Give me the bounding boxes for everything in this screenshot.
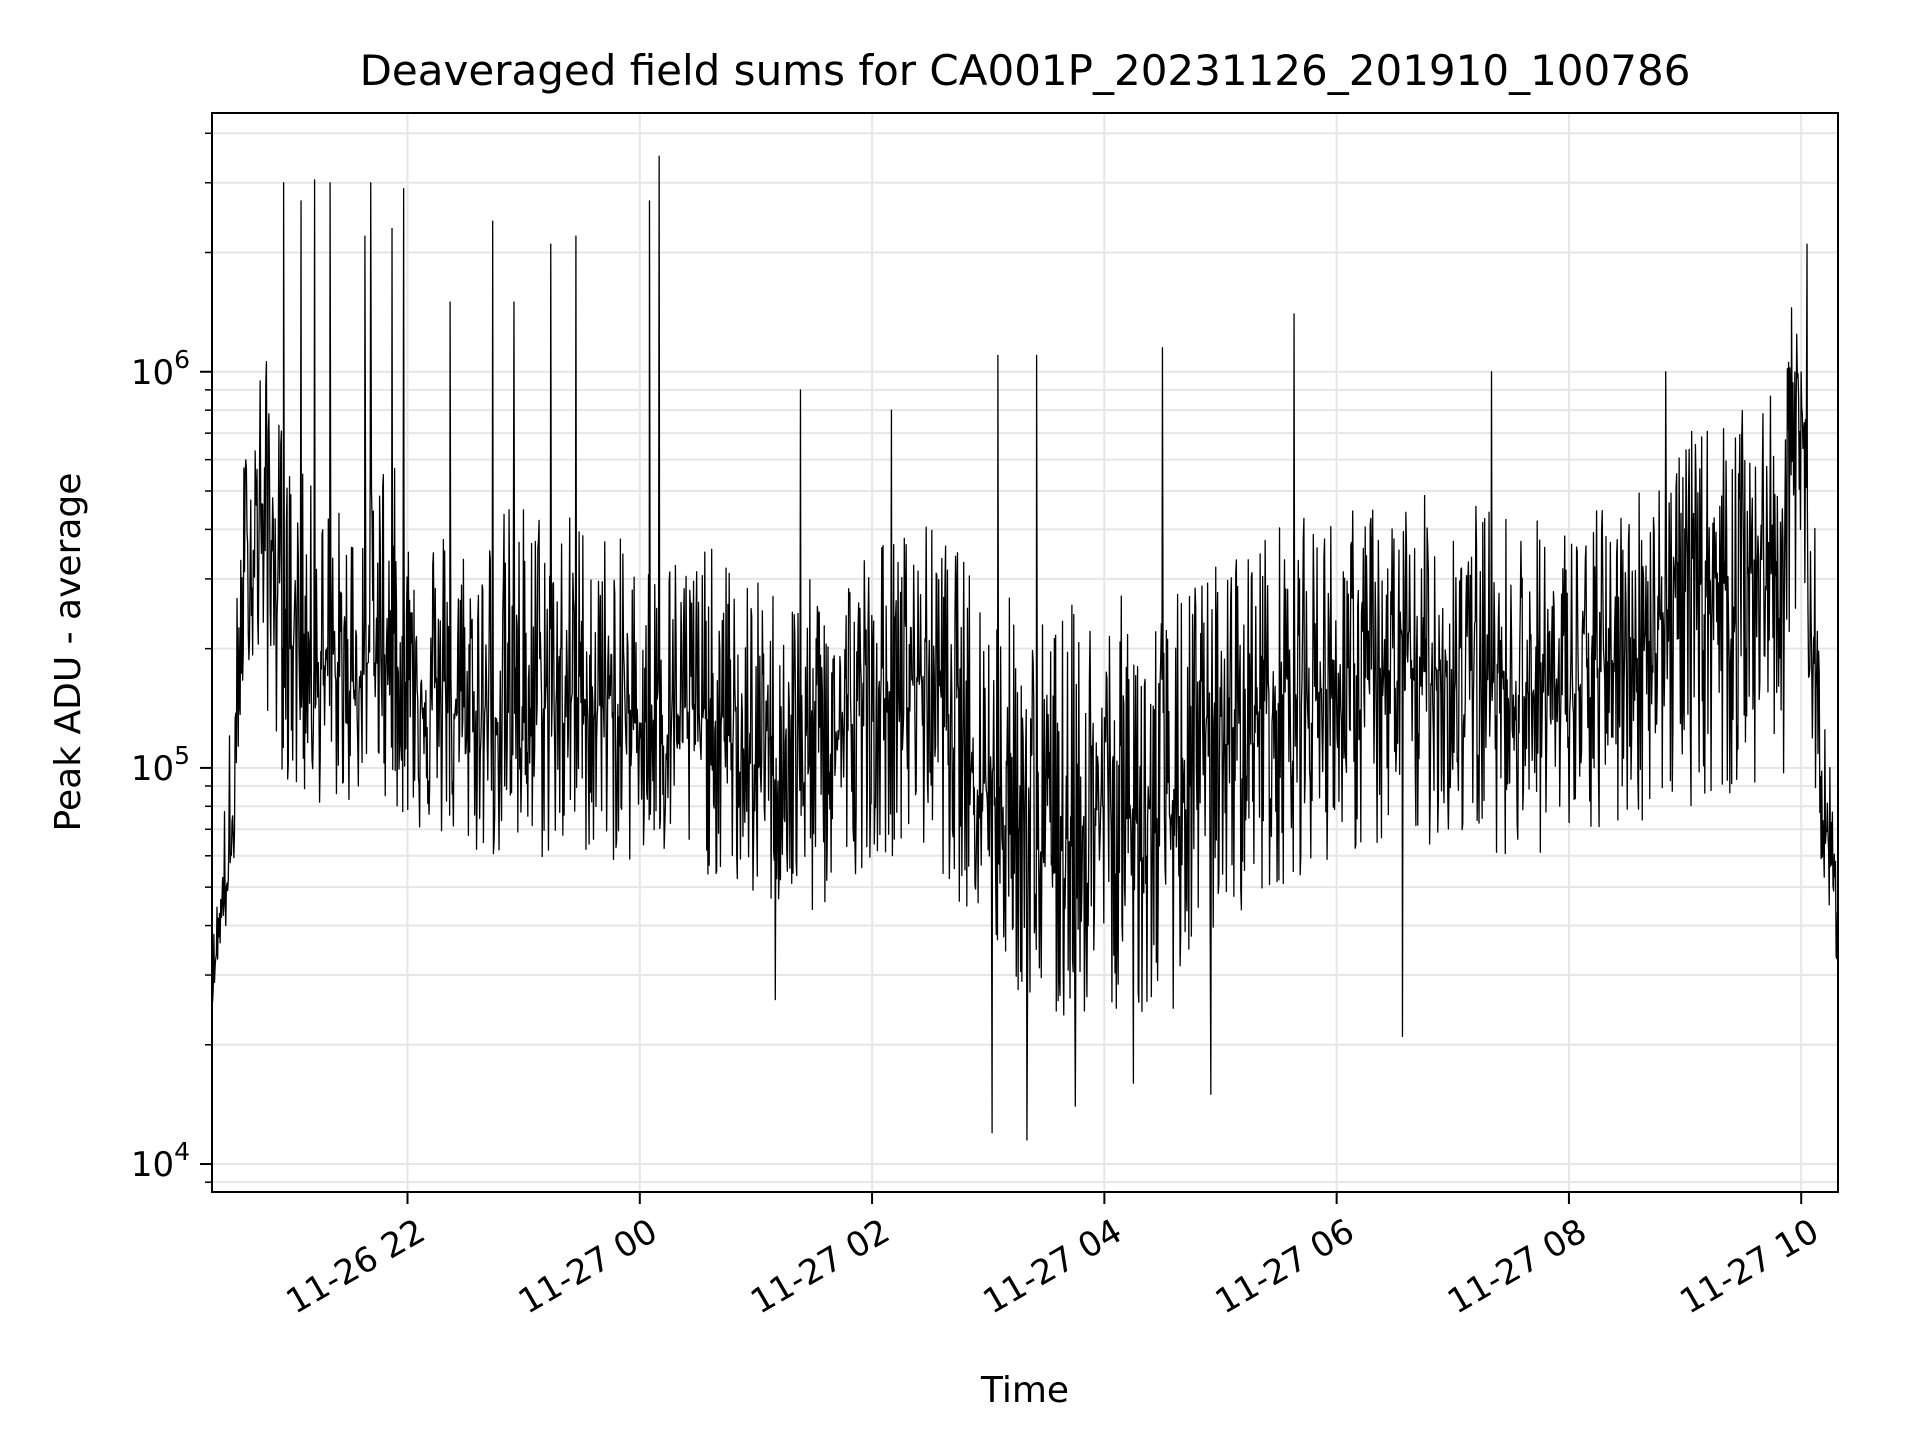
y-axis-label: Peak ADU - average (48, 473, 89, 832)
y-tick-exponent: 4 (174, 1137, 190, 1166)
y-tick-label: 105 (131, 741, 190, 789)
y-tick-exponent: 5 (174, 741, 190, 770)
y-tick-base: 10 (131, 1145, 174, 1185)
plot-area-frame (211, 112, 1839, 1193)
y-tick-exponent: 6 (174, 345, 190, 374)
series-layer (211, 155, 1839, 1141)
series-line (211, 155, 1839, 1141)
y-tick-label: 104 (131, 1137, 190, 1185)
y-tick-label: 106 (131, 345, 190, 393)
chart-title: Deaveraged field sums for CA001P_2023112… (360, 46, 1691, 95)
x-axis-label: Time (980, 1370, 1069, 1411)
y-tick-base: 10 (131, 353, 174, 393)
y-tick-base: 10 (131, 749, 174, 789)
